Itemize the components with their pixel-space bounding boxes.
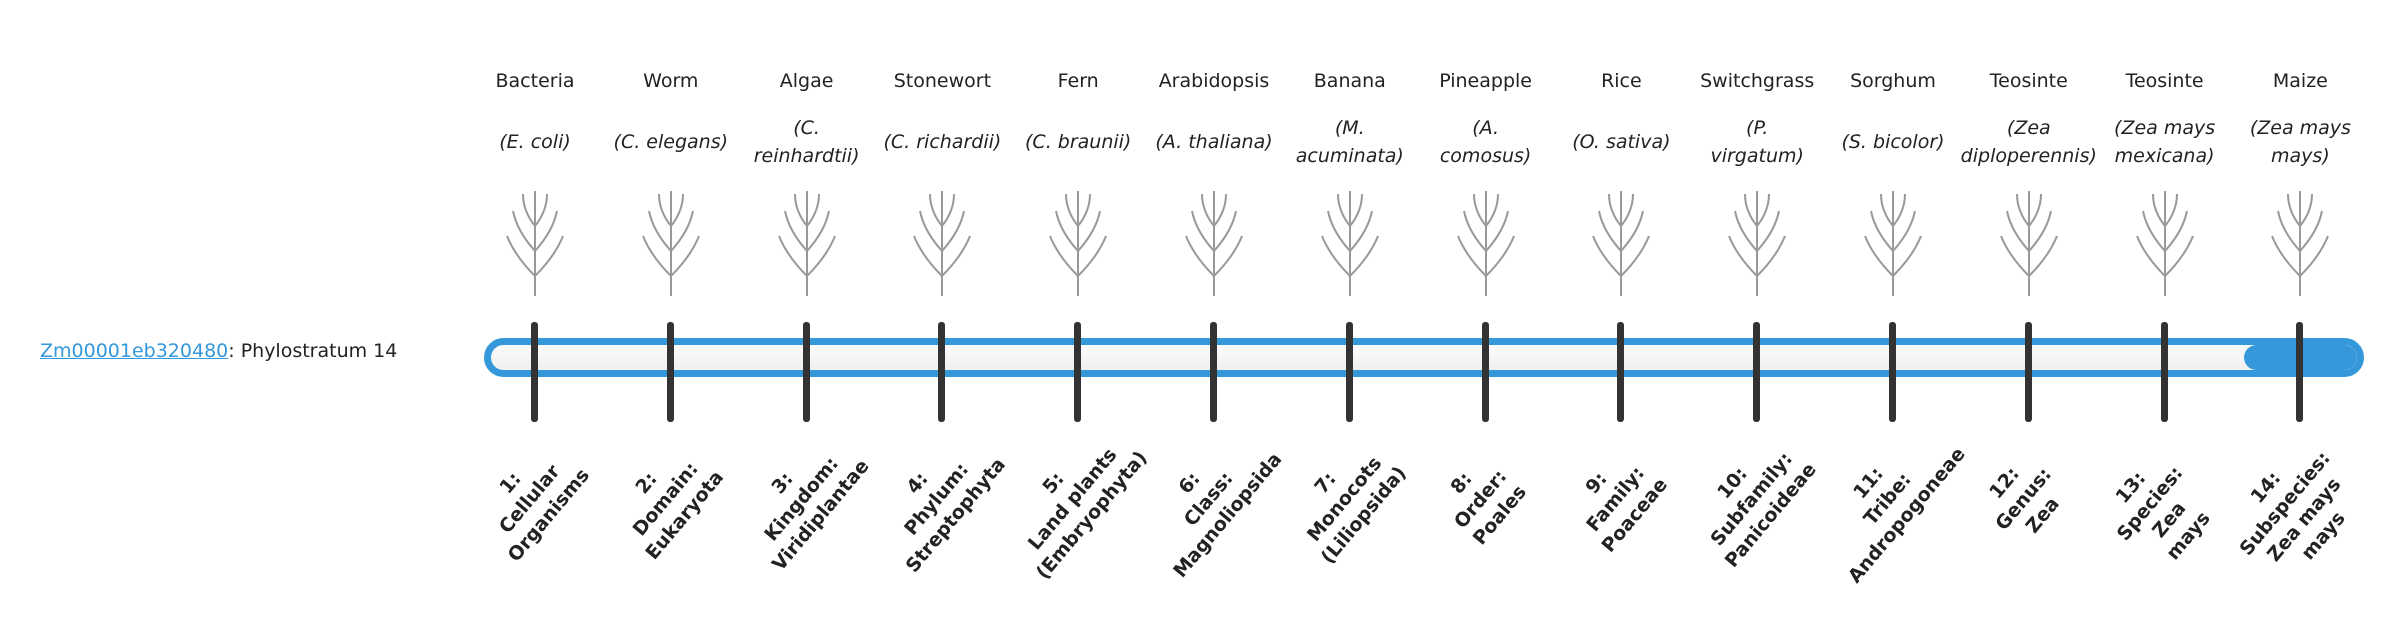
stratum-tick	[2296, 322, 2304, 422]
gene-label: Zm00001eb320480: Phylostratum 14	[40, 340, 397, 362]
scientific-name-line: virgatum)	[1710, 145, 1804, 167]
sorghum-icon	[1864, 191, 1922, 296]
scientific-name-line: (M.	[1334, 117, 1365, 139]
fern-icon	[1049, 191, 1108, 296]
scientific-name: (C. elegans)	[591, 128, 751, 156]
organism-name: Worm	[643, 70, 699, 92]
scientific-name-line: mays)	[2271, 145, 2330, 167]
organism-name: Algae	[779, 70, 834, 92]
organism-name: Sorghum	[1850, 70, 1936, 92]
stratum-tick	[666, 322, 674, 422]
pineapple-icon	[1456, 191, 1515, 296]
scientific-name-line: (S. bicolor)	[1841, 131, 1945, 153]
stratum-tick	[1617, 322, 1625, 422]
stratum-tick	[531, 322, 538, 422]
organism-name: Arabidopsis	[1158, 70, 1270, 92]
stratum-tick	[2024, 322, 2032, 422]
gene-link[interactable]: Zm00001eb320480	[40, 340, 229, 362]
stratum-tick	[938, 322, 946, 422]
teosinte-mexicana-icon	[2135, 191, 2194, 296]
scientific-name: (O. sativa)	[1541, 128, 1701, 156]
scientific-name-line: (Zea mays	[2114, 117, 2216, 139]
organism-name: Teosinte	[2125, 70, 2204, 92]
scientific-name: (Zea diploperennis)	[1949, 114, 2109, 170]
scientific-name-line: (C. elegans)	[613, 131, 729, 153]
arabidopsis-icon	[1185, 191, 1243, 296]
rice-icon	[1592, 191, 1651, 296]
scientific-name-line: reinhardtii)	[753, 145, 860, 167]
stratum-tick	[1753, 322, 1761, 422]
worm-icon	[641, 191, 700, 296]
maize-icon	[2271, 191, 2330, 296]
stratum-tick	[1889, 322, 1896, 422]
organism-name: Maize	[2272, 70, 2328, 92]
scientific-name-line: (P.	[1746, 117, 1769, 139]
organism-name: Fern	[1057, 70, 1099, 92]
scientific-name: (C. richardii)	[862, 128, 1022, 156]
scientific-name: (C. braunii)	[998, 128, 1158, 156]
scientific-name-line: (O. sativa)	[1572, 131, 1671, 153]
organism-name: Switchgrass	[1700, 70, 1815, 92]
organism-name: Teosinte	[1989, 70, 2068, 92]
scientific-name-line: (Zea	[2006, 117, 2051, 139]
algae-icon	[777, 191, 836, 296]
organism-name: Rice	[1601, 70, 1642, 92]
scientific-name: (A. thaliana)	[1134, 128, 1294, 156]
scientific-name-line: diploperennis)	[1960, 145, 2097, 167]
scientific-name: (M. acuminata)	[1270, 114, 1430, 170]
scientific-name: (E. coli)	[455, 128, 615, 156]
scientific-name-line: (C. richardii)	[883, 131, 1002, 153]
scientific-name: (C. reinhardtii)	[727, 114, 887, 170]
scientific-name: (Zea mays mexicana)	[2085, 114, 2245, 170]
banana-icon	[1320, 191, 1379, 296]
stratum-tick	[1481, 322, 1489, 422]
scientific-name-line: (A. thaliana)	[1155, 131, 1273, 153]
stratum-tick	[2160, 322, 2168, 422]
scientific-name-line: (C.	[793, 117, 820, 139]
organism-name: Bacteria	[495, 70, 575, 92]
stratum-tick	[802, 322, 810, 422]
scientific-name: (A. comosus)	[1406, 114, 1566, 170]
scientific-name-line: acuminata)	[1295, 145, 1404, 167]
scientific-name-line: (C. braunii)	[1025, 131, 1132, 153]
teosinte-icon	[1999, 191, 2058, 296]
scientific-name-line: (Zea mays	[2249, 117, 2351, 139]
scientific-name: (P. virgatum)	[1677, 114, 1837, 170]
phylostratum-text: : Phylostratum 14	[228, 340, 398, 362]
stratum-tick	[1074, 322, 1082, 422]
scientific-name: (Zea mays mays)	[2220, 114, 2380, 170]
scientific-name: (S. bicolor)	[1813, 128, 1973, 156]
stratum-tick	[1345, 322, 1353, 422]
stratum-tick	[1210, 322, 1217, 422]
scientific-name-line: (A.	[1472, 117, 1499, 139]
organism-name: Stonewort	[893, 70, 992, 92]
scientific-name-line: mexicana)	[2114, 145, 2215, 167]
scientific-name-line: comosus)	[1439, 145, 1532, 167]
organism-name: Banana	[1313, 70, 1386, 92]
phylostratum-bar	[484, 338, 2364, 377]
bacteria-icon	[506, 191, 564, 296]
switchgrass-icon	[1728, 191, 1787, 296]
stonewort-icon	[913, 191, 972, 296]
organism-name: Pineapple	[1439, 70, 1532, 92]
scientific-name-line: (E. coli)	[499, 131, 571, 153]
